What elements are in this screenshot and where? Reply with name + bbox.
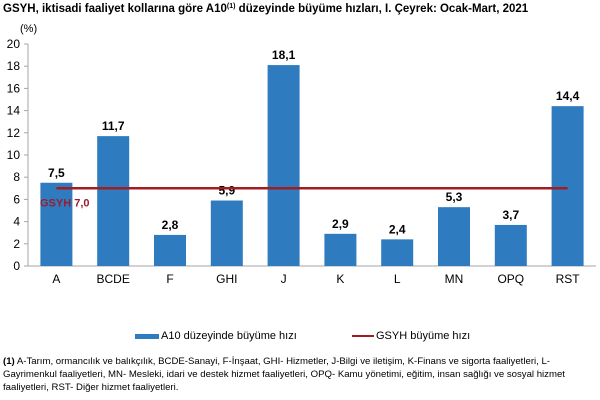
bar-value-label: 7,5 xyxy=(48,166,65,180)
footnote-marker: (1) xyxy=(3,356,15,367)
y-tick-label: 8 xyxy=(13,170,20,184)
x-tick-label: K xyxy=(336,272,344,286)
bar-bcde xyxy=(97,136,130,266)
bar-value-label: 14,4 xyxy=(556,89,580,103)
y-tick-label: 6 xyxy=(13,192,20,206)
y-tick-label: 10 xyxy=(7,148,21,162)
bar-value-label: 2,8 xyxy=(162,218,179,232)
bar-value-label: 11,7 xyxy=(102,119,125,133)
x-tick-label: OPQ xyxy=(497,272,524,286)
bar-j xyxy=(267,65,300,266)
legend-bar-label: A10 düzeyinde büyüme hızı xyxy=(161,330,297,342)
y-tick-label: 18 xyxy=(7,59,21,73)
bar-ghi xyxy=(210,200,243,266)
y-tick-label: 14 xyxy=(7,104,21,118)
x-tick-label: MN xyxy=(445,272,464,286)
legend: A10 düzeyinde büyüme hızı GSYH büyüme hı… xyxy=(0,330,600,346)
footnote-text: A-Tarım, ormancılık ve balıkçılık, BCDE-… xyxy=(3,356,565,393)
y-tick-label: 20 xyxy=(7,37,21,51)
y-tick-label: 12 xyxy=(7,126,21,140)
bar-rst xyxy=(551,106,584,266)
bar-opq xyxy=(494,224,527,266)
title-main: GSYH, iktisadi faaliyet kollarına göre A… xyxy=(3,3,227,15)
bar-value-label: 2,4 xyxy=(389,222,406,236)
x-tick-label: J xyxy=(281,272,287,286)
bar-value-label: 5,9 xyxy=(218,184,235,198)
title-rest: düzeyinde büyüme hızları, I. Çeyrek: Oca… xyxy=(235,3,529,15)
bar-f xyxy=(154,234,186,266)
x-tick-label: L xyxy=(394,272,401,286)
bar-value-label: 5,3 xyxy=(446,190,463,204)
legend-line-label: GSYH büyüme hızı xyxy=(376,330,471,342)
title-footnote-marker: (1) xyxy=(226,3,236,10)
bar-l xyxy=(381,239,414,266)
legend-item-line: GSYH büyüme hızı xyxy=(352,330,470,342)
y-axis-unit: (%) xyxy=(20,23,38,35)
bar-a xyxy=(40,182,73,266)
y-tick-label: 16 xyxy=(7,81,21,95)
x-tick-label: GHI xyxy=(216,272,237,286)
bar-k xyxy=(324,233,357,266)
legend-bar-swatch xyxy=(135,333,159,339)
chart-title: GSYH, iktisadi faaliyet kollarına göre A… xyxy=(3,3,528,15)
bar-mn xyxy=(438,207,470,266)
bar-value-label: 2,9 xyxy=(332,217,349,231)
legend-item-bars: A10 düzeyinde büyüme hızı xyxy=(135,330,297,342)
footnote: (1) A-Tarım, ormancılık ve balıkçılık, B… xyxy=(3,355,597,394)
bar-value-label: 18,1 xyxy=(272,48,296,62)
gdp-annotation-label: GSYH 7,0 xyxy=(40,197,90,209)
bar-chart: 0 2 4 6 8 10 12 14 16 18 20 7,5 A 11,7 BCDE 2,8 F 5,9 GHI 1… xyxy=(7,37,596,286)
y-tick-label: 4 xyxy=(13,215,20,229)
y-tick-label: 0 xyxy=(13,259,20,273)
bar-value-label: 3,7 xyxy=(502,208,519,222)
x-tick-label: A xyxy=(52,272,60,286)
x-tick-label: RST xyxy=(556,272,581,286)
x-tick-label: F xyxy=(166,272,173,286)
legend-line-swatch xyxy=(352,335,374,337)
y-tick-label: 2 xyxy=(13,237,20,251)
x-tick-label: BCDE xyxy=(97,272,130,286)
